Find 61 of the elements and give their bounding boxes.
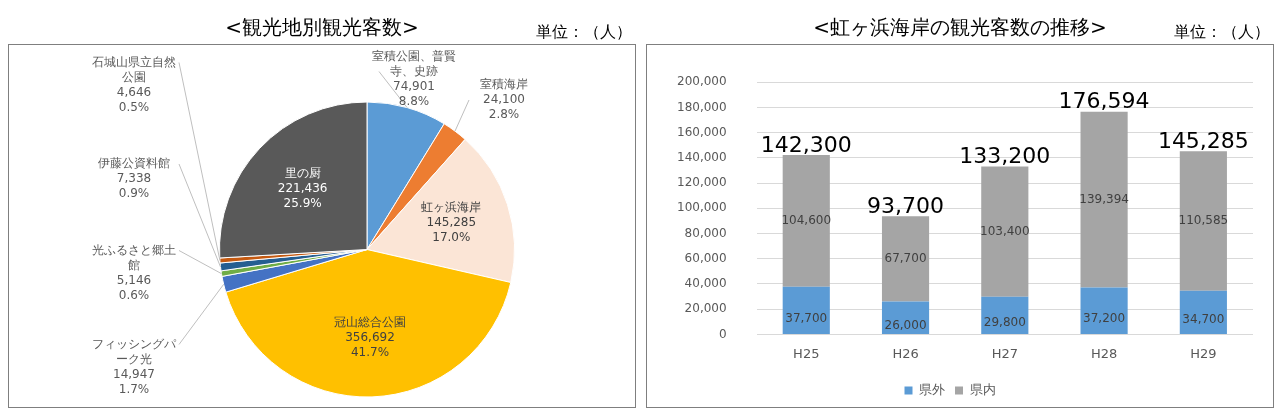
data-label: 103,400 <box>980 223 1030 238</box>
slice-label: 虹ヶ浜海岸 <box>421 199 482 214</box>
data-label: 145,285 17.0% <box>426 214 477 244</box>
y-tick-label: 180,000 <box>677 99 727 114</box>
slice-label: 里の厨 <box>284 165 321 180</box>
slice-label: 石城山県立自然公園 <box>92 54 176 84</box>
bar <box>1179 290 1227 334</box>
total-label: 145,285 <box>1157 127 1249 153</box>
slice-label: 室積海岸 <box>480 77 528 92</box>
text: 単位：（人） <box>1174 22 1270 43</box>
bar <box>981 166 1029 297</box>
bar <box>881 216 930 302</box>
data-label: 356,692 41.7% <box>345 330 395 360</box>
total-label: 93,700 <box>867 192 945 218</box>
data-label: 4,646 0.5% <box>116 84 152 114</box>
x-tick-label: H28 <box>1090 345 1118 361</box>
slice-label: 光ふるさと郷土館 <box>92 242 176 272</box>
x-tick-label: H25 <box>793 345 820 361</box>
bar <box>782 154 830 287</box>
y-tick-label: 60,000 <box>684 250 727 265</box>
bar <box>1179 151 1227 291</box>
y-tick-label: 200,000 <box>677 74 727 89</box>
data-label: 26,000 <box>884 317 927 332</box>
total-label: 142,300 <box>760 131 852 157</box>
chart-title: <虹ヶ浜海岸の観光客数の推移> <box>813 15 1107 39</box>
data-label: 221,436 25.9% <box>277 180 328 210</box>
y-tick-label: 160,000 <box>677 124 727 139</box>
data-label: 24,100 2.8% <box>483 92 525 122</box>
data-label: 5,146 0.6% <box>116 272 152 302</box>
x-tick-label: H29 <box>1190 345 1217 361</box>
data-label: 74,901 8.8% <box>393 78 435 108</box>
y-tick-label: 80,000 <box>684 225 727 240</box>
y-tick-label: 20,000 <box>684 301 727 316</box>
slice-label: フィッシングパーク光 <box>92 336 177 366</box>
legend-label: 県外 <box>919 381 945 397</box>
slice-label: 伊藤公資料館 <box>98 156 170 171</box>
slice-label: 室積公園、普賢寺、史跡 <box>372 48 456 78</box>
data-label: 110,585 <box>1178 213 1229 228</box>
data-label: 7,338 0.9% <box>116 171 152 201</box>
data-label: 34,700 <box>1182 312 1225 327</box>
chart-title: <観光地別観光客数> <box>225 15 419 39</box>
bar <box>782 286 830 334</box>
bar <box>1080 111 1128 288</box>
text: 単位：（人） <box>536 22 632 43</box>
x-tick-label: H26 <box>892 345 919 361</box>
y-tick-label: 100,000 <box>677 200 727 215</box>
x-tick-label: H27 <box>991 345 1018 361</box>
data-label: 37,700 <box>785 310 828 325</box>
total-label: 133,200 <box>959 143 1051 169</box>
legend-label: 県内 <box>969 381 996 397</box>
data-label: 14,947 1.7% <box>113 366 155 396</box>
data-label: 37,200 <box>1083 310 1126 325</box>
bar <box>1080 287 1128 334</box>
data-label: 29,800 <box>983 315 1026 330</box>
y-tick-label: 140,000 <box>677 149 727 164</box>
y-tick-label: 0 <box>718 326 727 341</box>
total-label: 176,594 <box>1058 88 1150 114</box>
slice-label: 冠山総合公園 <box>334 315 406 330</box>
y-tick-label: 40,000 <box>684 276 727 291</box>
data-label: 67,700 <box>884 251 927 266</box>
y-tick-label: 120,000 <box>677 175 727 190</box>
